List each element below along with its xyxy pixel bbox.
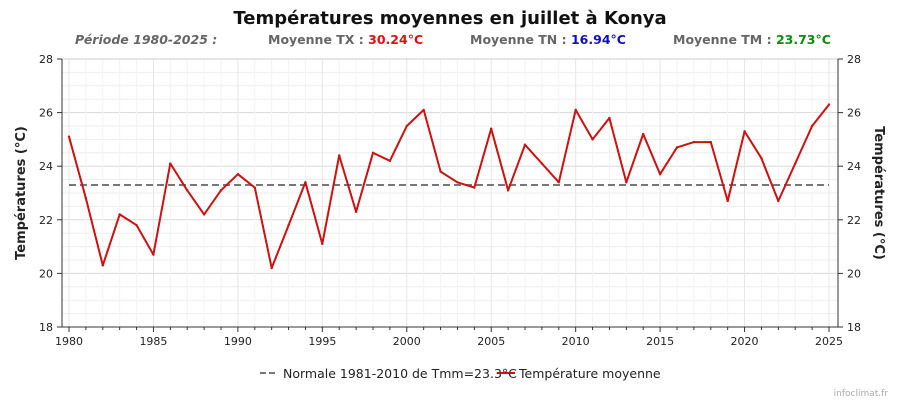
data-point [658,173,662,176]
data-point [810,124,814,128]
y-axis-title-left: Températures (°C) [14,126,29,260]
data-point [523,143,527,146]
data-point [506,189,510,192]
data-point [67,135,71,138]
legend-series-label: Température moyenne [518,366,661,381]
period-label: Période 1980-2025 : [75,32,217,47]
y-axis-title-right: Températures (°C) [871,126,886,260]
y-tick-label-left: 22 [39,214,53,227]
data-point [321,242,324,246]
data-point [236,173,240,176]
data-point [692,140,696,144]
data-point [371,151,375,154]
data-point [473,186,476,189]
y-tick-label-left: 20 [39,267,53,280]
data-point [794,162,797,165]
tm-label: Moyenne TM : [673,32,776,47]
data-point [388,159,392,163]
y-tick-label-left: 28 [39,53,53,66]
y-tick-label-right: 20 [847,267,861,280]
data-point [219,189,223,192]
data-point [101,264,104,267]
y-tick-label-right: 22 [847,214,861,227]
data-point [169,162,172,165]
x-tick-label: 2000 [393,335,421,348]
tx-label: Moyenne TX : [268,32,368,47]
chart-title: Températures moyennes en juillet à Konya [233,8,666,29]
data-point [490,127,493,130]
data-point [456,181,459,184]
tn-label: Moyenne TN : [470,32,571,47]
x-tick-label: 2020 [731,335,759,348]
data-point [709,140,712,144]
x-tick-label: 2025 [815,335,843,348]
data-point [202,213,206,216]
data-point [270,266,273,270]
tm-stat: Moyenne TM : 23.73°C [673,32,831,47]
x-tick-label: 2015 [646,335,674,348]
y-tick-label-right: 24 [847,160,861,173]
x-tick-label: 2010 [562,335,590,348]
data-point [574,108,577,112]
data-point [152,253,155,256]
tx-stat: Moyenne TX : 30.24°C [268,32,423,47]
tn-value: 16.94°C [571,32,626,47]
data-point [557,181,560,184]
data-point [135,223,138,227]
legend: Normale 1981-2010 de Tmm=23.3°C Températ… [260,366,661,381]
data-point [608,116,611,120]
data-point [405,124,408,128]
x-tick-label: 1990 [224,335,252,348]
y-tick-label-right: 18 [847,321,861,334]
x-tick-label: 2005 [477,335,505,348]
data-point [540,162,544,165]
tm-value: 23.73°C [776,32,831,47]
data-point [743,130,746,133]
y-tick-label-left: 18 [39,321,53,334]
tn-stat: Moyenne TN : 16.94°C [470,32,626,47]
legend-normal-label: Normale 1981-2010 de Tmm=23.3°C [283,366,517,381]
data-point [338,154,341,157]
data-point [726,199,729,203]
tx-value: 30.24°C [368,32,423,47]
data-point [354,210,358,213]
series-line [68,103,830,269]
data-point [439,170,442,173]
data-point [253,186,256,189]
data-point [760,156,763,160]
y-tick-label-left: 24 [39,160,53,173]
data-point [675,146,679,149]
data-point [625,181,628,184]
y-tick-label-right: 26 [847,107,861,120]
data-point [186,189,189,192]
data-point [777,199,780,203]
credit: infoclimat.fr [834,389,889,399]
data-point [642,132,645,136]
x-tick-label: 1985 [139,335,167,348]
x-tick-label: 1995 [308,335,336,348]
data-point [422,108,425,112]
data-point [118,213,121,216]
x-tick-label: 1980 [55,335,83,348]
data-point [84,197,88,200]
y-tick-label-left: 26 [39,107,53,120]
data-point [304,181,307,184]
data-point [591,138,594,141]
y-tick-label-right: 28 [847,53,861,66]
data-point [827,103,831,106]
data-point [287,223,290,227]
